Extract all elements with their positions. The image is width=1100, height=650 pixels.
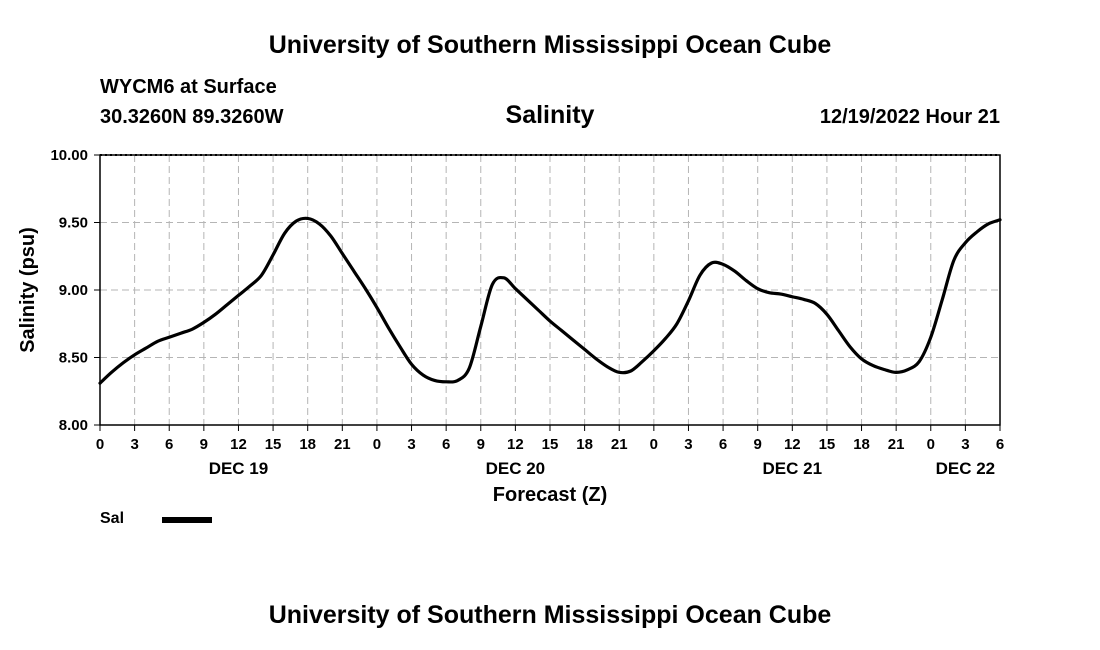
y-tick-label: 8.50 <box>59 350 88 367</box>
x-tick-label: 15 <box>542 436 559 453</box>
x-tick-label: 18 <box>576 436 593 453</box>
forecast-timestamp: 12/19/2022 Hour 21 <box>819 106 1000 128</box>
x-tick-label: 0 <box>650 436 658 453</box>
y-tick-label: 9.50 <box>59 215 88 232</box>
x-tick-label: 0 <box>927 436 935 453</box>
chart-title: Salinity <box>505 101 595 129</box>
day-label: DEC 22 <box>936 459 996 478</box>
legend-swatch <box>162 517 212 523</box>
x-tick-label: 3 <box>130 436 138 453</box>
x-tick-label: 18 <box>853 436 870 453</box>
station-label: WYCM6 at Surface <box>100 76 277 98</box>
x-tick-label: 0 <box>96 436 104 453</box>
x-tick-label: 12 <box>507 436 524 453</box>
series-layer <box>98 216 1002 385</box>
day-label: DEC 19 <box>209 459 269 478</box>
tick-labels: 0 3 6 9 12 15 18 21 0 3 6 9 12 15 18 21 0 3 6 9 12 15 18 21 0 3 6 8… <box>50 147 1004 478</box>
legend-label: Sal <box>100 510 125 527</box>
day-label: DEC 20 <box>486 459 546 478</box>
y-tick-label: 8.00 <box>59 417 88 434</box>
axes <box>94 154 1001 431</box>
x-tick-label: 12 <box>230 436 247 453</box>
y-tick-label: 10.00 <box>50 147 88 164</box>
station-coordinates: 30.3260N 89.3260W <box>100 106 284 128</box>
x-axis-label: Forecast (Z) <box>493 484 607 506</box>
x-tick-label: 3 <box>961 436 969 453</box>
x-tick-label: 6 <box>165 436 173 453</box>
day-label: DEC 21 <box>763 459 823 478</box>
x-tick-label: 15 <box>265 436 282 453</box>
x-tick-label: 12 <box>784 436 801 453</box>
x-tick-label: 6 <box>719 436 727 453</box>
y-tick-label: 9.00 <box>59 282 88 299</box>
x-tick-label: 9 <box>754 436 762 453</box>
x-tick-label: 3 <box>684 436 692 453</box>
x-tick-label: 15 <box>819 436 836 453</box>
x-tick-label: 0 <box>373 436 381 453</box>
x-tick-label: 9 <box>200 436 208 453</box>
x-tick-label: 21 <box>888 436 905 453</box>
x-tick-label: 6 <box>996 436 1004 453</box>
x-tick-label: 6 <box>442 436 450 453</box>
y-axis-label: Salinity (psu) <box>17 227 39 353</box>
x-tick-label: 9 <box>477 436 485 453</box>
series-line-sal <box>98 216 1002 385</box>
x-tick-label: 21 <box>611 436 628 453</box>
x-tick-label: 18 <box>299 436 316 453</box>
x-tick-label: 21 <box>334 436 351 453</box>
footer-title: University of Southern Mississippi Ocean… <box>268 601 832 629</box>
grid-lines <box>100 155 1000 425</box>
main-title: University of Southern Mississippi Ocean… <box>268 31 832 59</box>
x-tick-label: 3 <box>407 436 415 453</box>
